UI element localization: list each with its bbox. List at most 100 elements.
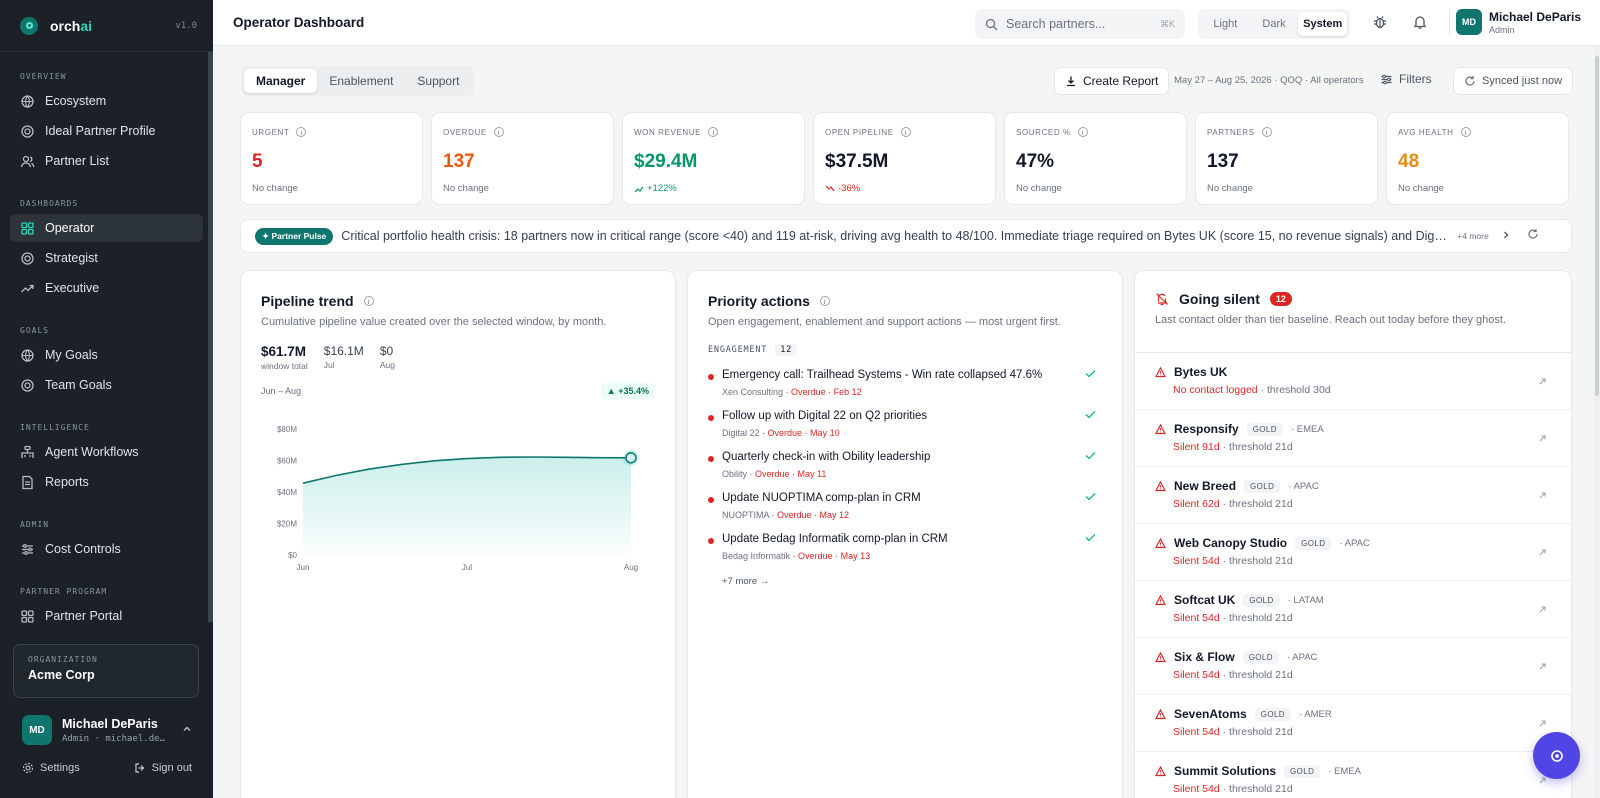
sidebar-item-ecosystem[interactable]: Ecosystem [10, 87, 203, 115]
open-external-icon[interactable] [1538, 776, 1547, 788]
action-item[interactable]: Emergency call: Trailhead Systems - Win … [708, 369, 1102, 397]
kpi-label: PARTNERS [1207, 127, 1255, 137]
open-external-icon[interactable] [1538, 662, 1547, 674]
sidebar-item-team-goals[interactable]: Team Goals [10, 371, 203, 399]
sidebar-item-cost-controls[interactable]: Cost Controls [10, 535, 203, 563]
check-icon[interactable] [1085, 492, 1096, 504]
settings-button[interactable]: Settings [22, 762, 80, 774]
kpi-card-won-revenue[interactable]: WON REVENUE $29.4M +122% [622, 112, 805, 205]
theme-light[interactable]: Light [1213, 18, 1238, 30]
user-role: Admin · michael.de… [62, 733, 165, 744]
action-item[interactable]: Quarterly check-in with Obility leadersh… [708, 451, 1102, 479]
silent-partner-row[interactable]: Six & Flow GOLD · APAC Silent 54d · thre… [1135, 638, 1571, 695]
open-external-icon[interactable] [1538, 434, 1547, 446]
refresh-icon[interactable] [1527, 227, 1539, 245]
logo-icon [20, 16, 38, 35]
kpi-label: WON REVENUE [634, 127, 702, 137]
sidebar-item-partner-portal[interactable]: Partner Portal [10, 602, 203, 630]
silent-partner-row[interactable]: Responsify GOLD · EMEA Silent 91d · thre… [1135, 410, 1571, 467]
kpi-card-urgent[interactable]: URGENT 5 No change [240, 112, 423, 205]
partner-pulse-banner[interactable]: ✦ Partner Pulse Critical portfolio healt… [240, 219, 1572, 253]
action-item[interactable]: Update NUOPTIMA comp-plan in CRM NUOPTIM… [708, 492, 1102, 520]
check-icon[interactable] [1085, 369, 1096, 381]
sidebar-item-operator[interactable]: Operator [10, 214, 203, 242]
top-user-menu[interactable]: MD Michael DeParis Admin [1456, 9, 1581, 35]
sidebar-scrollbar[interactable] [208, 52, 213, 622]
info-icon[interactable] [1077, 127, 1088, 137]
sidebar-item-ideal-partner-profile[interactable]: Ideal Partner Profile [10, 117, 203, 145]
open-external-icon[interactable] [1538, 377, 1547, 389]
info-icon[interactable] [296, 127, 307, 137]
action-partner: Bedag Informatik [722, 551, 791, 561]
org-switcher[interactable]: ORGANIZATION Acme Corp [13, 644, 199, 698]
silent-partner-row[interactable]: Summit Solutions GOLD · EMEA Silent 54d … [1135, 752, 1571, 798]
pulse-more-link[interactable]: +4 more [1457, 231, 1489, 241]
check-icon[interactable] [1085, 533, 1096, 545]
settings-label: Settings [40, 762, 80, 774]
silent-partner-row[interactable]: SevenAtoms GOLD · AMER Silent 54d · thre… [1135, 695, 1571, 752]
user-menu[interactable]: MD Michael DeParis Admin · michael.de… [22, 714, 192, 746]
info-icon[interactable] [819, 296, 830, 306]
more-actions-link[interactable]: +7 more → [722, 576, 770, 587]
silent-partner-row[interactable]: Web Canopy Studio GOLD · APAC Silent 54d… [1135, 524, 1571, 581]
sync-button[interactable]: Synced just now [1453, 67, 1574, 95]
threshold-label: · threshold 21d [1222, 669, 1293, 681]
nav-heading-partner-program: PARTNER PROGRAM [20, 587, 108, 596]
sidebar-item-agent-workflows[interactable]: Agent Workflows [10, 438, 203, 466]
action-item[interactable]: Follow up with Digital 22 on Q2 prioriti… [708, 410, 1102, 438]
sign-out-button[interactable]: Sign out [134, 762, 192, 774]
region-label: · APAC [1339, 537, 1370, 549]
kpi-card-sourced[interactable]: SOURCED % 47% No change [1004, 112, 1187, 205]
silent-partner-row[interactable]: Bytes UK No contact logged · threshold 3… [1135, 353, 1571, 410]
open-external-icon[interactable] [1538, 605, 1547, 617]
bell-icon[interactable] [1412, 14, 1428, 35]
sidebar-item-strategist[interactable]: Strategist [10, 244, 203, 272]
main-scrollbar[interactable] [1594, 46, 1600, 798]
kpi-card-overdue[interactable]: OVERDUE 137 No change [431, 112, 614, 205]
sidebar-item-label: Ecosystem [45, 94, 107, 108]
check-icon[interactable] [1085, 451, 1096, 463]
silent-partner-row[interactable]: New Breed GOLD · APAC Silent 62d · thres… [1135, 467, 1571, 524]
kpi-card-avg-health[interactable]: AVG HEALTH 48 No change [1386, 112, 1569, 205]
download-icon [1067, 76, 1075, 87]
filters-button[interactable]: Filters [1380, 72, 1432, 86]
brand-name[interactable]: orchai [50, 17, 93, 34]
sidebar-item-my-goals[interactable]: My Goals [10, 341, 203, 369]
theme-dark[interactable]: Dark [1262, 18, 1286, 30]
chevron-up-icon[interactable] [182, 724, 192, 737]
tab-enablement[interactable]: Enablement [329, 74, 394, 88]
chevron-right-icon[interactable] [1501, 227, 1511, 245]
last-point-marker[interactable] [625, 452, 637, 464]
tab-manager[interactable]: Manager [244, 69, 318, 93]
theme-system[interactable]: System [1298, 12, 1348, 36]
info-icon[interactable] [493, 127, 504, 137]
info-icon[interactable] [708, 127, 719, 137]
warning-icon [1155, 537, 1166, 548]
assistant-button[interactable] [1533, 732, 1580, 779]
threshold-label: · threshold 21d [1222, 612, 1293, 624]
open-external-icon[interactable] [1538, 719, 1547, 731]
info-icon[interactable] [900, 127, 911, 137]
info-icon[interactable] [1460, 127, 1471, 137]
sidebar-item-reports[interactable]: Reports [10, 468, 203, 496]
partner-name: Web Canopy Studio [1174, 536, 1288, 550]
search-input[interactable]: Search partners... ⌘K [975, 9, 1185, 39]
kpi-value: 48 [1398, 151, 1420, 172]
create-report-button[interactable]: Create Report [1054, 67, 1170, 95]
kpi-value: 137 [443, 151, 475, 172]
check-icon[interactable] [1085, 410, 1096, 422]
sidebar-item-executive[interactable]: Executive [10, 274, 203, 302]
silent-status: Silent 54d [1173, 612, 1220, 624]
kpi-card-partners[interactable]: PARTNERS 137 No change [1195, 112, 1378, 205]
sidebar-item-partner-list[interactable]: Partner List [10, 147, 203, 175]
info-icon[interactable] [363, 296, 374, 306]
tab-support[interactable]: Support [417, 74, 460, 88]
silent-partner-row[interactable]: Softcat UK GOLD · LATAM Silent 54d · thr… [1135, 581, 1571, 638]
bug-icon[interactable] [1372, 14, 1388, 35]
open-external-icon[interactable] [1538, 491, 1547, 503]
open-external-icon[interactable] [1538, 548, 1547, 560]
region-label: · EMEA [1290, 423, 1324, 435]
action-item[interactable]: Update Bedag Informatik comp-plan in CRM… [708, 533, 1102, 561]
info-icon[interactable] [1261, 127, 1272, 137]
kpi-card-open-pipeline[interactable]: OPEN PIPELINE $37.5M -36% [813, 112, 996, 205]
